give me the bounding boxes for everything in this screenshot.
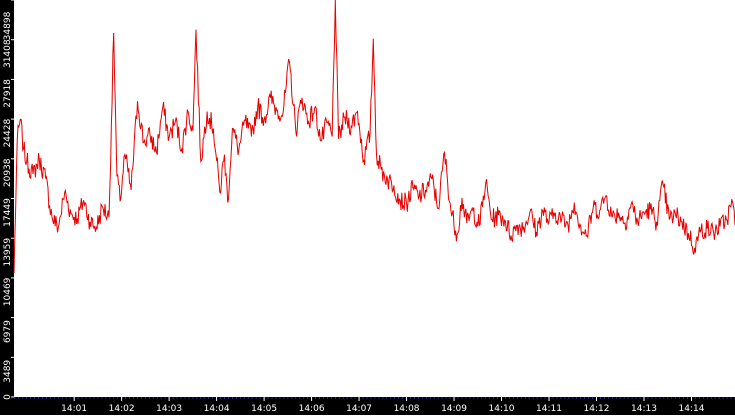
y-tick-label: 0 <box>3 394 13 400</box>
x-tick-label: 14:08 <box>394 404 420 414</box>
x-axis-bar <box>0 397 735 415</box>
x-tick-label: 14:04 <box>204 404 230 414</box>
y-tick-label: 24428 <box>3 119 13 148</box>
y-tick-label: 34898 <box>3 11 13 40</box>
y-tick-label: 13959 <box>3 238 13 267</box>
y-tick-label: 3489 <box>3 360 13 383</box>
y-axis-tick-labels: 0 3489 6979 10469 13959 17449 20938 24428 27918 3… <box>3 0 14 400</box>
x-tick-label: 14:05 <box>251 404 277 414</box>
plot-background <box>14 0 735 397</box>
x-tick-label: 14:02 <box>109 404 135 414</box>
x-axis-tick-labels: 14:01 14:02 14:03 14:04 14:05 14:06 14:07 14:08… <box>61 397 705 414</box>
x-tick-label: 14:14 <box>679 404 705 414</box>
x-tick-label: 14:03 <box>156 404 182 414</box>
y-tick-label: 31408 <box>3 39 13 68</box>
x-tick-label: 14:11 <box>536 404 562 414</box>
x-tick-label: 14:13 <box>631 404 657 414</box>
series-line <box>13 0 735 274</box>
x-tick-label: 14:12 <box>584 404 610 414</box>
x-tick-label: 14:09 <box>441 404 467 414</box>
y-tick-label: 6979 <box>3 320 13 343</box>
y-tick-label: 17449 <box>3 198 13 227</box>
y-tick-label: 20938 <box>3 158 13 187</box>
x-tick-label: 14:10 <box>489 404 515 414</box>
y-axis-bar <box>0 0 14 397</box>
x-tick-label: 14:06 <box>299 404 325 414</box>
x-tick-label: 14:01 <box>61 404 87 414</box>
x-axis-minor-ticks <box>14 397 735 399</box>
x-tick-label: 14:07 <box>346 404 372 414</box>
y-tick-label: 27918 <box>3 79 13 108</box>
y-tick-label: 10469 <box>3 277 13 306</box>
